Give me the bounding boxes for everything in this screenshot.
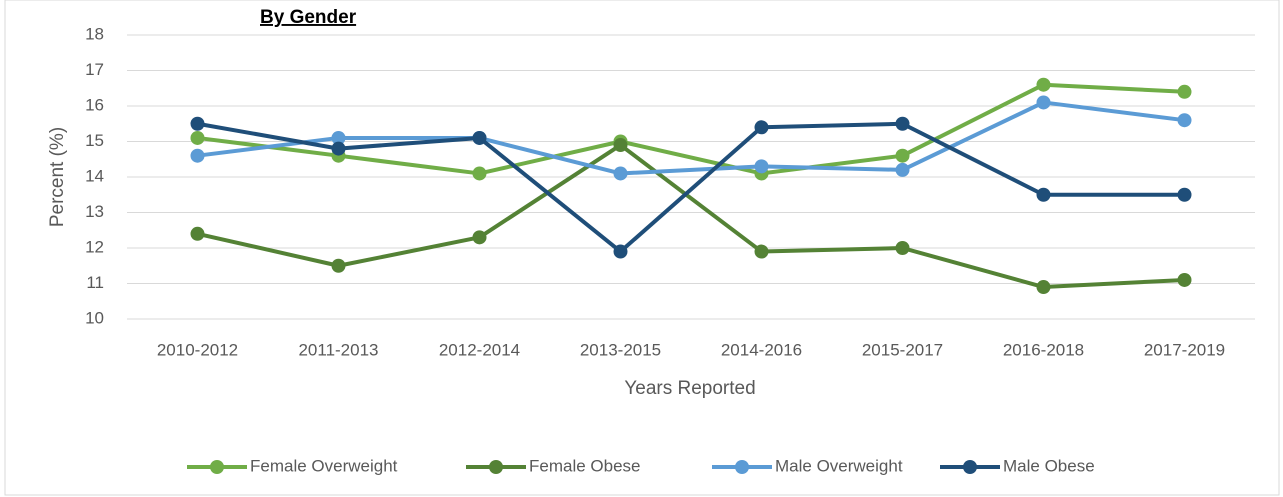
- series-line: [197, 100, 1185, 176]
- x-tick-label: 2014-2016: [721, 340, 802, 359]
- data-point: [613, 244, 628, 259]
- series-line: [197, 143, 1185, 290]
- data-point: [1036, 77, 1051, 92]
- data-point: [190, 116, 205, 131]
- legend-marker: [735, 460, 749, 474]
- y-tick-label: 15: [85, 131, 104, 150]
- data-point: [895, 148, 910, 163]
- data-point: [1177, 187, 1192, 202]
- data-point: [895, 162, 910, 177]
- series-line: [197, 82, 1185, 176]
- data-point: [1036, 280, 1051, 295]
- x-axis-title: Years Reported: [624, 378, 755, 399]
- x-tick-label: 2011-2013: [298, 340, 378, 359]
- y-tick-label: 10: [85, 308, 104, 327]
- data-point: [754, 244, 769, 259]
- x-tick-label: 2013-2015: [580, 340, 661, 359]
- legend-label: Female Obese: [529, 456, 641, 475]
- data-point: [754, 159, 769, 174]
- data-point: [472, 230, 487, 245]
- legend-marker: [489, 460, 503, 474]
- y-tick-label: 18: [85, 24, 104, 43]
- x-tick-label: 2015-2017: [862, 340, 943, 359]
- data-point: [331, 130, 346, 145]
- legend-label: Male Obese: [1003, 456, 1095, 475]
- legend-label: Male Overweight: [775, 456, 903, 475]
- x-tick-label: 2017-2019: [1144, 340, 1225, 359]
- y-tick-label: 17: [85, 60, 104, 79]
- data-point: [1177, 84, 1192, 99]
- data-point: [190, 130, 205, 145]
- data-point: [472, 166, 487, 181]
- data-point: [331, 141, 346, 156]
- y-tick-label: 11: [86, 273, 104, 292]
- x-tick-label: 2012-2014: [439, 340, 520, 359]
- data-point: [895, 116, 910, 131]
- data-point: [613, 138, 628, 153]
- data-point: [190, 226, 205, 241]
- data-point: [190, 148, 205, 163]
- series-line: [197, 121, 1185, 254]
- data-point: [754, 120, 769, 135]
- data-point: [613, 166, 628, 181]
- x-tick-label: 2010-2012: [157, 340, 238, 359]
- data-point: [472, 130, 487, 145]
- legend-marker: [210, 460, 224, 474]
- y-tick-label: 14: [85, 166, 104, 185]
- legend-marker: [963, 460, 977, 474]
- y-tick-label: 16: [85, 95, 104, 114]
- legend-label: Female Overweight: [250, 456, 398, 475]
- data-point: [895, 241, 910, 255]
- y-tick-label: 13: [85, 202, 104, 221]
- y-axis-title: Percent (%): [47, 127, 68, 227]
- data-point: [1177, 113, 1192, 128]
- data-point: [331, 258, 346, 273]
- chart-title: By Gender: [260, 7, 357, 28]
- data-point: [1177, 272, 1192, 287]
- data-point: [1036, 95, 1051, 110]
- data-point: [1036, 187, 1051, 202]
- x-tick-label: 2016-2018: [1003, 340, 1084, 359]
- y-tick-label: 12: [85, 237, 104, 256]
